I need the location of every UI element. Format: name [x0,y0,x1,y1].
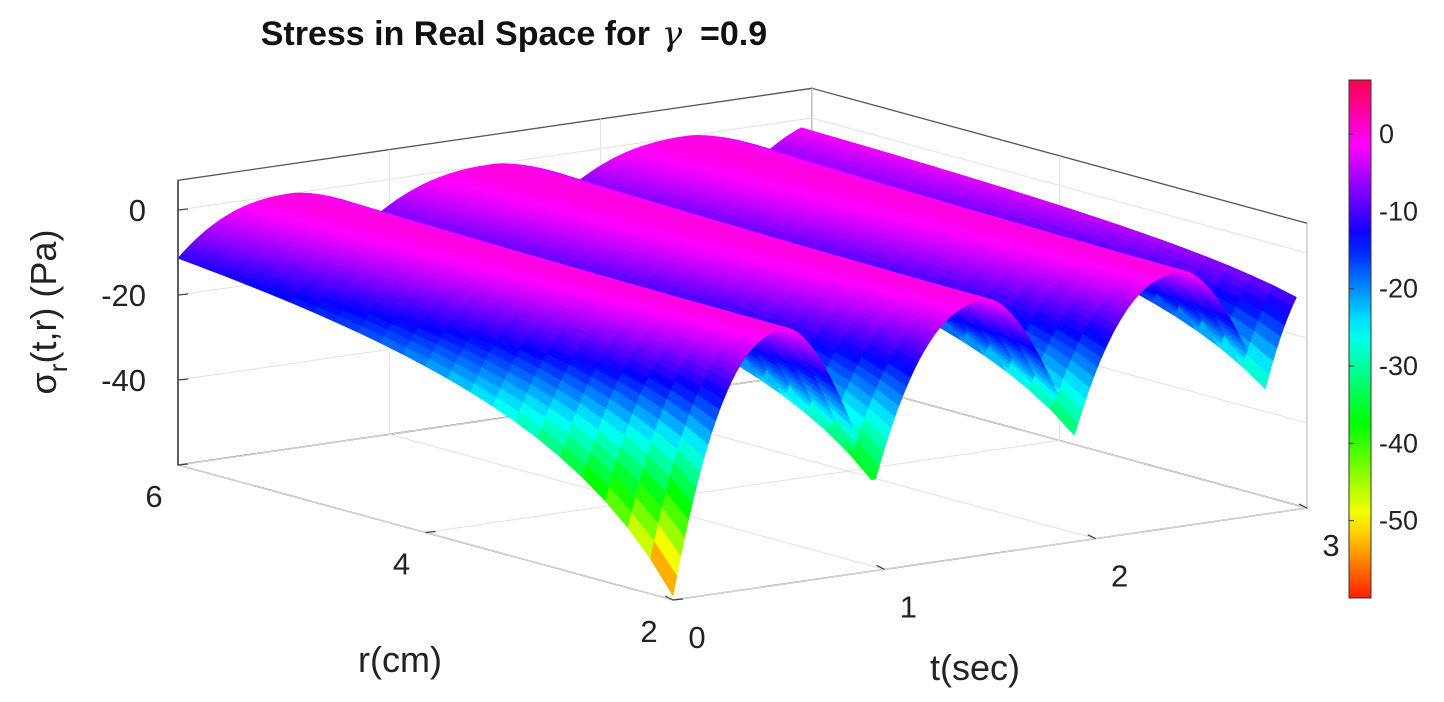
chart-title-value: =0.9 [700,15,767,53]
colorbar-bar [1348,79,1372,599]
z-tick-mark [177,378,189,381]
z-tick-mark [177,208,189,211]
chart-title: Stress in Real Space for γ =0.9 [261,14,767,54]
stress-surface [177,127,1297,597]
z-tick-label: 0 [129,193,146,228]
z-axis-label-prefix: σ [23,372,64,394]
colorbar-tick-label: -20 [1379,274,1418,304]
z-axis-label-suffix: (t,r) (Pa) [23,230,64,364]
chart-title-text: Stress in Real Space for [261,15,650,53]
colorbar-tick-label: -40 [1379,428,1418,458]
colorbar-tick-label: -50 [1379,506,1418,536]
colorbar: 0 -10 -20 -30 -40 -50 [1348,79,1418,599]
x-axis-label: t(sec) [930,647,1020,688]
grid-line-r [672,507,1308,601]
z-tick-label: -40 [101,363,146,398]
x-tick-label: 0 [688,620,705,655]
y-tick-label: 6 [145,479,162,514]
z-axis-label: σr(t,r) (Pa) [23,230,73,395]
x-tick-label: 1 [900,589,917,624]
x-tick-mark [664,595,674,601]
z-axis-label-subscript: r [43,363,73,372]
x-tick-label: 3 [1322,528,1339,563]
y-tick-label: 2 [640,614,657,649]
colorbar-tick-label: 0 [1379,119,1394,149]
y-axis-label: r(cm) [358,639,442,680]
y-tick-mark [177,463,189,466]
x-tick-mark [1087,534,1096,540]
colorbar-tick-label: -10 [1379,196,1418,226]
x-tick-mark [1298,503,1308,509]
y-tick-mark [425,530,436,534]
grid-line-r [425,440,1060,533]
y-tick-label: 4 [393,547,410,582]
colorbar-tick-label: -30 [1379,351,1418,381]
axis-ticks: 0 -20 -40 0 1 2 3 2 4 6 [101,193,1339,655]
z-tick-mark [177,293,189,296]
chart-title-gamma: γ [662,14,683,54]
svg-text:σr(t,r) (Pa): σr(t,r) (Pa) [23,230,73,395]
z-tick-label: -20 [101,278,146,313]
surface-patch [1269,285,1297,307]
y-tick-mark [672,598,684,601]
colorbar-ticks: 0 -10 -20 -30 -40 -50 [1349,119,1418,536]
x-tick-label: 2 [1111,559,1128,594]
x-tick-mark [876,564,885,570]
